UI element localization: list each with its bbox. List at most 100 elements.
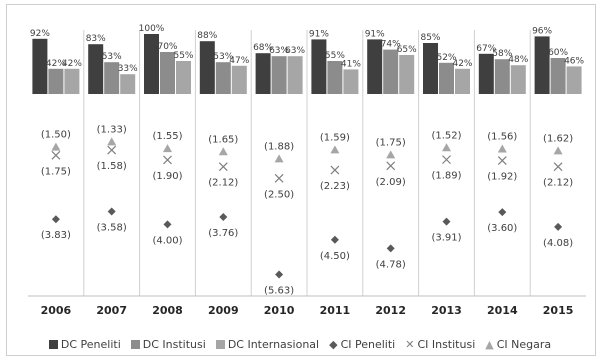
x-mark-icon: ✕ [405, 337, 415, 351]
point-triangle [274, 154, 284, 163]
bar [439, 62, 454, 94]
point-triangle [442, 143, 451, 152]
data-label: (2.12) [543, 178, 573, 189]
point-diamond [386, 244, 395, 253]
data-label: (1.55) [152, 131, 182, 142]
data-label: 33% [118, 64, 138, 74]
data-label: (3.91) [431, 233, 461, 244]
data-label: (3.60) [487, 223, 517, 234]
bar [566, 66, 582, 94]
legend-item-ci-negara: ▲ CI Negara [485, 338, 551, 351]
data-label: (1.33) [97, 124, 127, 135]
data-label: (4.78) [376, 259, 406, 270]
legend-item-dc-peneliti: DC Peneliti [48, 337, 121, 351]
point-diamond [163, 220, 172, 229]
point-diamond [275, 270, 284, 279]
point-triangle [218, 147, 228, 156]
bar [550, 58, 566, 94]
data-label: (1.75) [376, 137, 406, 148]
bar [383, 49, 399, 94]
bar [271, 56, 287, 94]
point-triangle [553, 146, 563, 155]
data-label: (2.12) [208, 178, 238, 189]
x-tick-label: 2008 [152, 304, 183, 317]
bar [367, 39, 383, 94]
data-label: 46% [564, 56, 584, 66]
bar [64, 68, 80, 94]
bar [160, 52, 175, 94]
data-label: (4.50) [320, 251, 350, 262]
data-label: 67% [476, 44, 496, 54]
data-label: 92% [30, 29, 50, 39]
x-tick-label: 2012 [375, 304, 406, 317]
data-label: (1.56) [487, 131, 517, 142]
x-tick-label: 2013 [431, 304, 462, 317]
legend-item-dc-internasional: DC Internasional [215, 338, 319, 351]
data-label: 100% [139, 24, 165, 34]
data-label: (1.62) [543, 133, 573, 144]
data-label: (1.58) [97, 161, 127, 172]
bar [104, 62, 120, 94]
legend-label: CI Peneliti [340, 337, 396, 351]
x-tick-label: 2006 [41, 304, 72, 317]
bar [287, 56, 303, 94]
data-label: 68% [253, 43, 273, 53]
point-x [218, 162, 228, 172]
data-label: 83% [86, 34, 106, 44]
bar [343, 69, 359, 94]
data-label: (2.50) [264, 189, 294, 200]
data-label: 63% [269, 46, 289, 56]
legend-swatch-square-icon [130, 339, 140, 349]
data-label: (2.09) [376, 177, 406, 188]
data-label: (1.52) [431, 130, 461, 141]
data-label: 41% [341, 59, 361, 69]
point-triangle [51, 142, 61, 151]
data-label: 91% [365, 29, 385, 39]
bar [215, 62, 231, 94]
legend-label: CI Negara [496, 337, 552, 351]
data-label: 60% [548, 48, 568, 58]
legend-item-dc-institusi: DC Institusi [130, 337, 206, 351]
point-x [497, 156, 507, 165]
data-label: (3.58) [97, 223, 127, 234]
data-label: (2.23) [320, 181, 350, 192]
data-label: (1.75) [41, 166, 71, 177]
data-label: 55% [173, 51, 193, 61]
data-label: 96% [532, 26, 552, 36]
legend-label: DC Institusi [142, 337, 206, 351]
data-label: 65% [397, 45, 417, 55]
data-label: 42% [46, 59, 66, 69]
bar [120, 74, 136, 94]
point-diamond [330, 235, 339, 244]
bar [48, 68, 64, 94]
data-label: (1.50) [41, 130, 71, 141]
legend-label: DC Peneliti [60, 337, 121, 351]
diamond-icon: ◆ [329, 337, 338, 351]
data-label: (3.83) [41, 230, 71, 241]
point-triangle [497, 144, 507, 153]
bar [231, 65, 247, 94]
data-label: (1.59) [320, 132, 350, 143]
point-diamond [442, 217, 451, 226]
data-label: (3.76) [208, 228, 238, 239]
point-diamond [107, 207, 116, 216]
point-diamond [498, 208, 507, 217]
legend-swatch-square-icon [215, 339, 225, 349]
chart: 92%42%42%(3.83)(1.75)(1.50)200683%53%33%… [28, 24, 586, 317]
data-label: 55% [325, 51, 345, 61]
bar [311, 39, 327, 94]
point-triangle [330, 145, 340, 154]
bar [478, 53, 494, 94]
data-label: (1.92) [487, 172, 517, 183]
data-label: 53% [213, 52, 233, 62]
triangle-icon: ▲ [485, 337, 494, 351]
data-label: (1.65) [208, 134, 238, 145]
bar [494, 59, 510, 94]
legend-swatch-square-icon [48, 339, 58, 349]
data-label: 91% [309, 29, 329, 39]
x-tick-label: 2014 [487, 304, 518, 317]
data-label: (1.88) [264, 141, 294, 152]
point-diamond [554, 222, 563, 231]
data-label: 85% [420, 33, 440, 43]
data-label: (4.00) [152, 235, 182, 246]
